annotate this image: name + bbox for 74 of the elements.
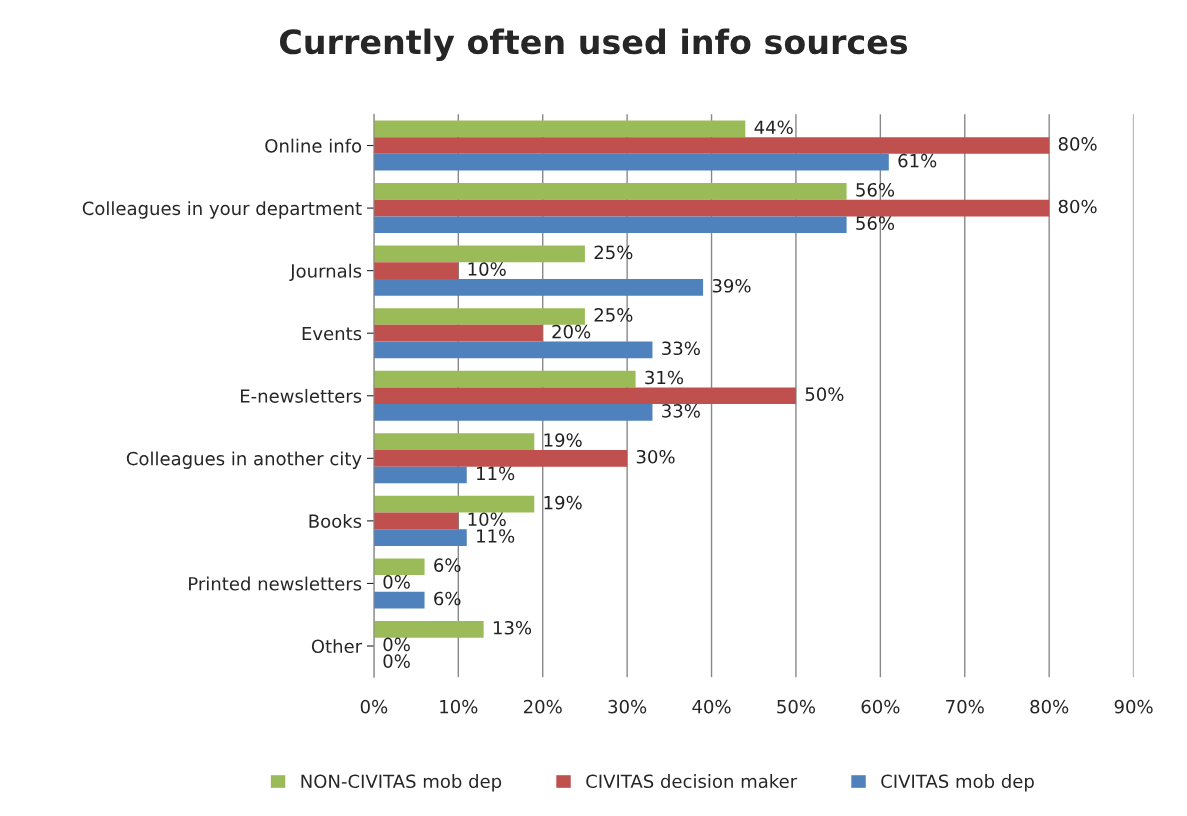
y-tick-label: Printed newsletters (189, 576, 362, 591)
data-label: 20% (552, 324, 591, 339)
data-label: 33% (662, 341, 700, 356)
x-tick-label: 70% (946, 699, 984, 714)
bar (373, 558, 425, 576)
y-tick-label: E-newsletters (241, 388, 362, 403)
x-tick-label: 30% (608, 699, 647, 714)
legend-label: CIVITAS mob dep (881, 774, 1034, 792)
bar (373, 495, 535, 513)
data-label: 10% (468, 262, 506, 276)
y-tick-label: Online info (265, 138, 362, 153)
bar (373, 137, 1050, 154)
bar (373, 120, 746, 138)
data-label: 56% (856, 216, 895, 230)
bar (373, 370, 636, 388)
bar (373, 404, 653, 421)
data-label: 25% (594, 308, 633, 322)
data-label: 0% (383, 575, 410, 589)
x-tick-label: 40% (692, 699, 731, 714)
data-label: 44% (754, 120, 793, 135)
bar (373, 620, 484, 638)
data-label: 56% (856, 182, 895, 197)
data-label: 0% (383, 654, 410, 668)
x-tick-label: 10% (440, 699, 478, 714)
y-tick-label: Colleagues in another city (126, 451, 362, 469)
bar (373, 449, 628, 467)
x-tick-label: 50% (777, 699, 816, 714)
data-label: 30% (636, 449, 675, 464)
data-label: 61% (898, 153, 937, 168)
data-label: 6% (434, 558, 461, 572)
y-tick-label: Other (311, 639, 363, 654)
data-label: 19% (544, 433, 582, 447)
bar (373, 278, 704, 296)
y-tick-label: Colleagues in your department (82, 201, 362, 219)
data-label: 6% (434, 591, 461, 606)
x-tick-label: 20% (523, 699, 562, 714)
x-tick-label: 60% (861, 699, 900, 714)
bar (373, 262, 459, 279)
bar (373, 529, 467, 546)
data-label: 33% (662, 404, 700, 418)
y-tick-label: Events (302, 326, 362, 341)
bar (373, 466, 467, 484)
data-label: 80% (1058, 199, 1097, 214)
data-label: 80% (1058, 137, 1097, 151)
data-label: 50% (805, 387, 844, 401)
data-label: 13% (493, 620, 532, 635)
bar (373, 308, 585, 325)
bar (373, 183, 847, 200)
data-label: 31% (645, 370, 684, 385)
data-label: 10% (468, 512, 506, 527)
data-label: 0% (383, 637, 410, 652)
x-tick-label: 0% (360, 699, 388, 714)
data-label: 11% (477, 466, 515, 481)
bar (373, 199, 1050, 217)
bar (373, 216, 847, 234)
bar (373, 324, 543, 342)
bar (373, 512, 459, 530)
y-tick-label: Journals (289, 263, 362, 282)
x-tick-label: 80% (1030, 699, 1069, 714)
legend-label: NON-CIVITAS mob dep (301, 774, 502, 792)
data-label: 19% (544, 495, 582, 510)
legend-label: CIVITAS decision maker (586, 774, 798, 789)
data-label: 11% (477, 529, 515, 543)
bar (373, 153, 889, 171)
bar (373, 433, 535, 450)
bar (373, 591, 425, 609)
bar (373, 387, 796, 405)
chart-title: Currently often used info sources (280, 28, 908, 62)
data-label: 39% (712, 278, 751, 293)
data-label: 25% (594, 245, 633, 260)
bar (373, 245, 585, 263)
x-tick-label: 90% (1114, 699, 1153, 714)
bar (373, 341, 653, 359)
y-tick-label: Books (309, 514, 362, 528)
